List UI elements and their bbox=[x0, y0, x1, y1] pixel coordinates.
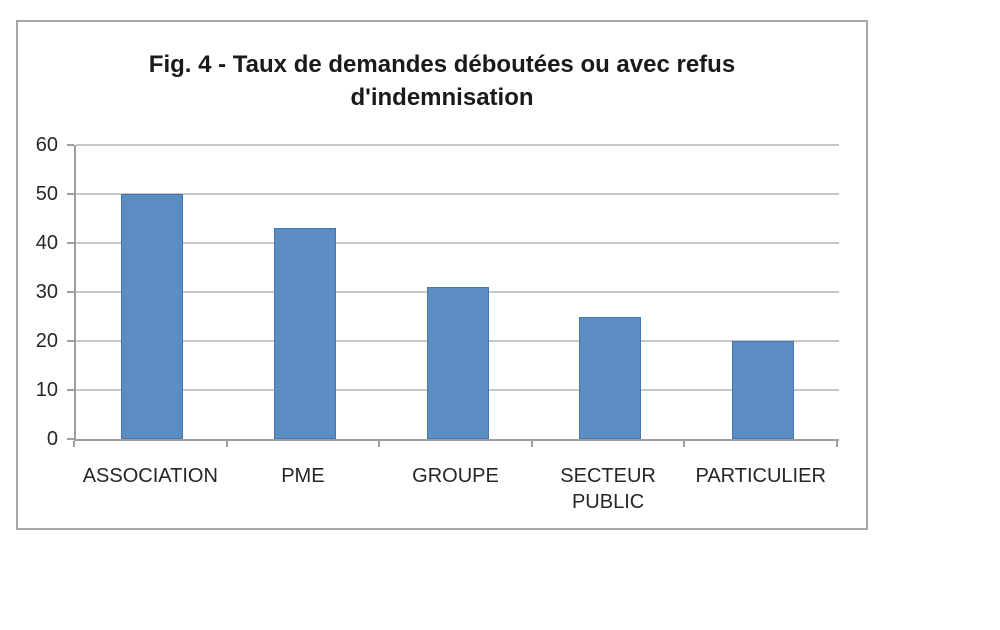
y-tick-0 bbox=[67, 438, 74, 440]
y-tick-label-10: 10 bbox=[35, 379, 58, 401]
y-tick-label-60: 60 bbox=[35, 134, 58, 156]
y-tick-30 bbox=[67, 291, 74, 293]
gridline-50 bbox=[76, 193, 839, 195]
x-axis-label-particulier: PARTICULIER bbox=[695, 465, 826, 487]
x-axis-label-pme: PME bbox=[281, 465, 325, 487]
y-tick-label-30: 30 bbox=[35, 281, 58, 303]
y-tick-label-0: 0 bbox=[46, 428, 58, 450]
x-tick-2 bbox=[378, 441, 381, 447]
x-tick-3 bbox=[530, 441, 533, 447]
x-axis-label-association: ASSOCIATION bbox=[82, 465, 218, 487]
bar-association bbox=[121, 194, 184, 439]
bar-particulier bbox=[731, 341, 794, 439]
y-tick-40 bbox=[67, 242, 74, 244]
y-tick-label-40: 40 bbox=[35, 232, 58, 254]
y-tick-50 bbox=[67, 193, 74, 195]
chart-title-line-1: Fig. 4 - Taux de demandes déboutées ou a… bbox=[148, 51, 736, 78]
bar-pme bbox=[273, 228, 336, 439]
chart-title-line-2: d'indemnisation bbox=[350, 84, 534, 111]
x-tick-0 bbox=[73, 441, 75, 447]
gridline-60 bbox=[76, 144, 839, 146]
y-tick-label-50: 50 bbox=[35, 183, 58, 205]
chart-frame: Fig. 4 - Taux de demandes déboutées ou a… bbox=[16, 20, 868, 530]
x-tick-4 bbox=[683, 441, 686, 447]
bar-secteur-public bbox=[579, 316, 642, 439]
y-tick-60 bbox=[67, 144, 74, 146]
x-tick-1 bbox=[225, 441, 228, 447]
x-tick-5 bbox=[836, 441, 838, 447]
chart-title: Fig. 4 - Taux de demandes déboutées ou a… bbox=[18, 48, 866, 114]
plot-area bbox=[74, 144, 839, 441]
bar-groupe bbox=[426, 287, 489, 439]
x-axis-label-groupe: GROUPE bbox=[412, 465, 499, 487]
y-tick-label-20: 20 bbox=[35, 330, 58, 352]
y-axis-labels: 0 10 20 30 40 50 60 bbox=[18, 134, 60, 450]
y-tick-10 bbox=[67, 389, 74, 391]
x-axis-label-secteur-public: SECTEUR PUBLIC bbox=[560, 465, 656, 513]
gridline-40 bbox=[76, 242, 839, 244]
y-tick-20 bbox=[67, 340, 74, 342]
